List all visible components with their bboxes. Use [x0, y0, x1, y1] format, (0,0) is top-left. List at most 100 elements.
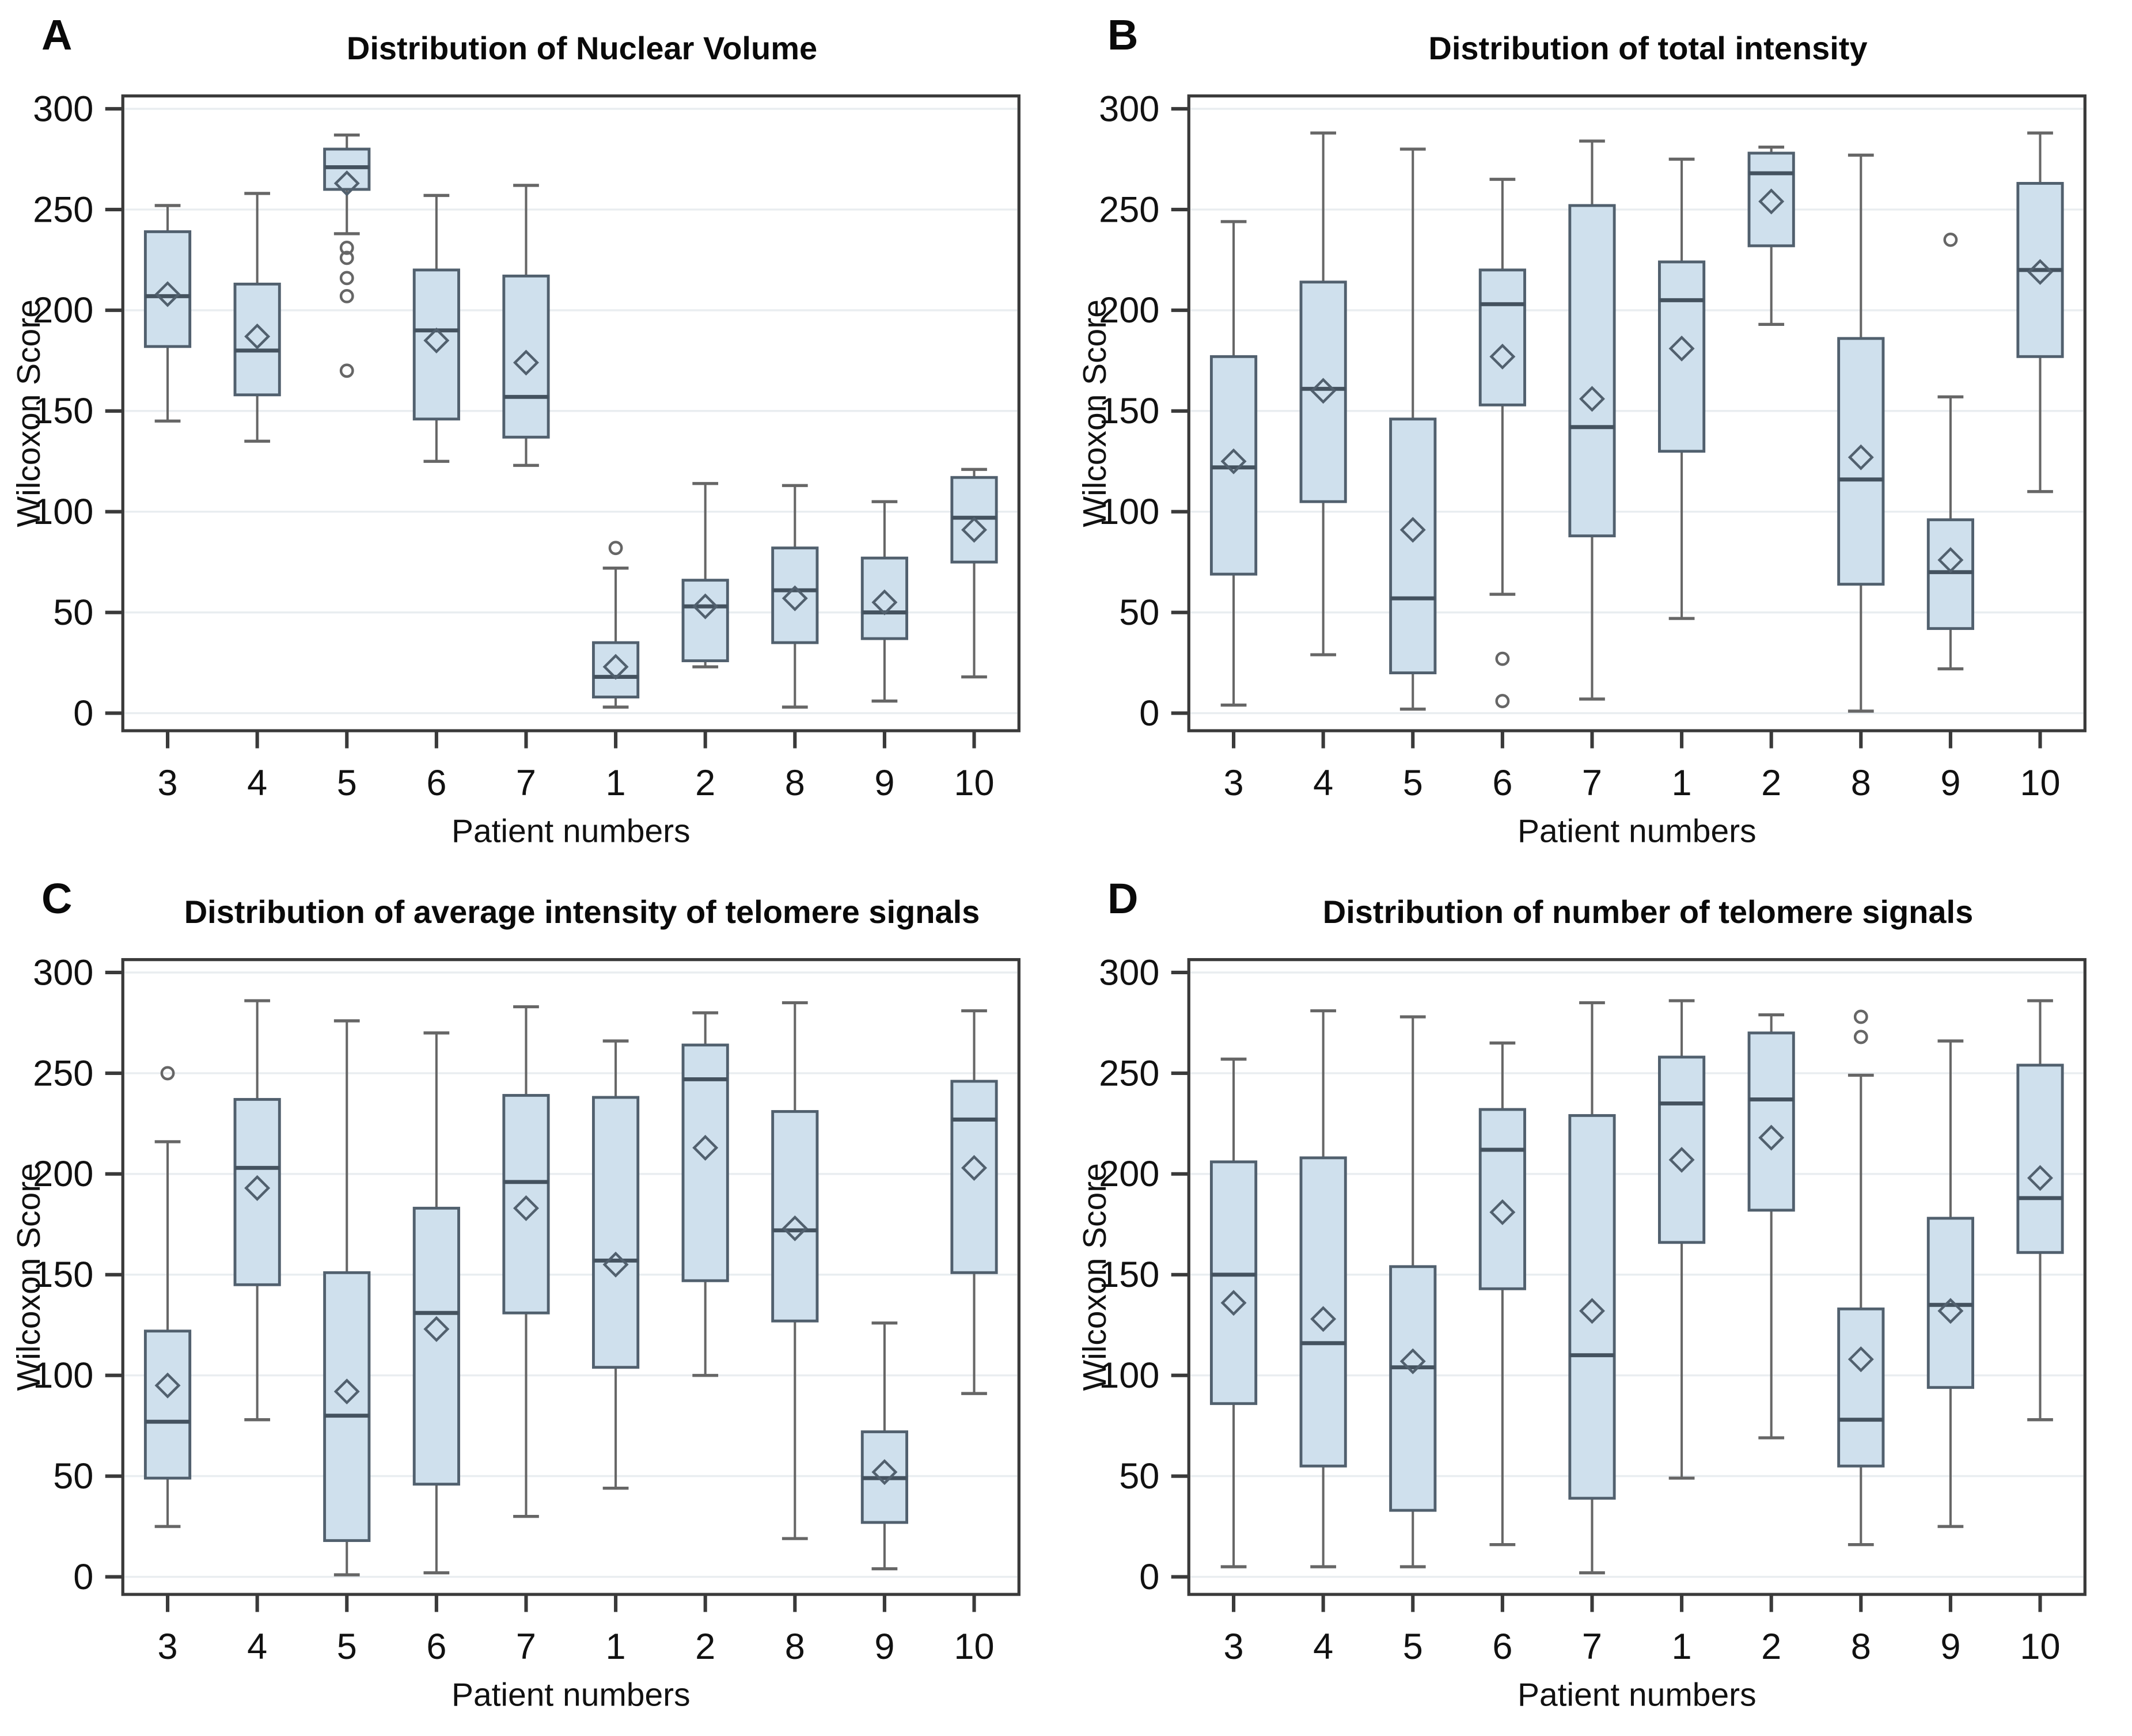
outlier-point — [339, 240, 354, 255]
x-tick-label: 8 — [785, 763, 805, 803]
box-rect — [143, 230, 192, 348]
y-tick-label: 150 — [1099, 1255, 1159, 1295]
mean-diamond-marker — [333, 170, 360, 196]
mean-diamond-marker — [1399, 516, 1426, 543]
y-tick-label: 300 — [1099, 89, 1159, 129]
panel-d-header: D Distribution of number of telomere sig… — [1078, 871, 2120, 939]
mean-diamond-marker — [513, 350, 539, 376]
mean-diamond-marker — [782, 1215, 808, 1241]
y-tick-label: 100 — [1099, 1355, 1159, 1396]
y-tick-label: 200 — [1099, 1154, 1159, 1194]
x-tick-label: 5 — [337, 1627, 357, 1667]
x-tick-label: 5 — [337, 763, 357, 803]
box-rect — [502, 274, 550, 439]
mean-diamond-marker — [1668, 335, 1695, 362]
y-tick-label: 50 — [53, 592, 93, 633]
panel-b-header: B Distribution of total intensity — [1078, 7, 2120, 75]
y-tick-label: 50 — [1119, 592, 1159, 633]
box-rect — [1389, 417, 1437, 675]
outlier-point — [1495, 694, 1510, 708]
mean-diamond-marker — [602, 1251, 629, 1278]
box-rect — [323, 1271, 371, 1543]
mean-diamond-marker — [961, 516, 987, 543]
x-tick-label: 1 — [606, 1627, 626, 1667]
y-tick-label: 150 — [33, 391, 93, 431]
x-tick-label: 9 — [874, 1627, 894, 1667]
box-rect — [2016, 1063, 2064, 1254]
box-rect — [412, 1206, 460, 1486]
box-rect — [1837, 1307, 1885, 1468]
mean-diamond-marker — [1758, 1125, 1785, 1151]
mean-diamond-marker — [692, 1134, 719, 1161]
y-tick-label: 0 — [1139, 1557, 1159, 1597]
x-tick-label: 7 — [1582, 1627, 1602, 1667]
boxplot-svg-b: 0 50 100 150 200 250 300 3 4 5 6 7 1 2 8 9 10 Patient num… — [1078, 89, 2087, 849]
panel-c-label: C — [41, 875, 73, 922]
x-tick-label: 10 — [954, 763, 994, 803]
y-tick-label: 200 — [33, 290, 93, 331]
box-rect — [1209, 1160, 1258, 1405]
mean-diamond-marker — [1489, 343, 1516, 370]
panel-a-label: A — [41, 11, 73, 59]
x-tick-label: 9 — [1940, 763, 1960, 803]
y-tick-label: 250 — [1099, 189, 1159, 230]
mean-diamond-marker — [961, 1154, 987, 1181]
panel-d-label: D — [1107, 875, 1139, 922]
y-axis-label: Wilcoxon Score — [12, 299, 47, 527]
y-axis-label: Wilcoxon Score — [12, 1163, 47, 1391]
y-tick-label: 0 — [73, 1557, 93, 1597]
x-tick-label: 1 — [1672, 1627, 1692, 1667]
mean-diamond-marker — [333, 1378, 360, 1405]
x-tick-label: 2 — [1761, 1627, 1781, 1667]
mean-diamond-marker — [2027, 1165, 2053, 1191]
mean-diamond-marker — [692, 593, 719, 620]
x-tick-label: 6 — [1492, 763, 1512, 803]
boxplot-panel-b: B Distribution of total intensity 0 50 100… — [1066, 0, 2132, 864]
boxplot-svg-d: 0 50 100 150 200 250 300 3 4 5 6 7 1 2 8 9 10 Patient num… — [1078, 952, 2087, 1713]
outlier-point — [339, 363, 354, 378]
x-tick-label: 6 — [426, 763, 446, 803]
y-tick-label: 150 — [33, 1255, 93, 1295]
box-rect — [502, 1093, 550, 1315]
y-tick-label: 0 — [73, 693, 93, 734]
mean-diamond-marker — [782, 585, 808, 611]
mean-diamond-marker — [423, 327, 450, 354]
x-tick-label: 9 — [874, 763, 894, 803]
mean-diamond-marker — [1848, 1346, 1874, 1373]
box-rect — [1568, 204, 1616, 538]
x-tick-label: 6 — [426, 1627, 446, 1667]
x-tick-label: 1 — [1672, 763, 1692, 803]
box-rect — [681, 579, 729, 663]
box-rect — [771, 546, 819, 644]
box-rect — [1568, 1114, 1616, 1500]
boxplot-svg-a: 0 50 100 150 200 250 300 3 4 5 6 7 1 2 8 9 10 Patient num… — [12, 89, 1021, 849]
mean-diamond-marker — [1668, 1146, 1695, 1173]
box-rect — [1299, 1156, 1347, 1468]
x-tick-label: 2 — [695, 763, 715, 803]
outlier-point — [1853, 1009, 1868, 1024]
x-tick-label: 4 — [247, 1627, 267, 1667]
y-tick-label: 200 — [33, 1154, 93, 1194]
x-tick-label: 8 — [1851, 1627, 1871, 1667]
mean-diamond-marker — [1848, 444, 1874, 470]
box-rect — [1657, 260, 1706, 453]
x-tick-label: 5 — [1403, 1627, 1423, 1667]
y-tick-label: 100 — [1099, 492, 1159, 532]
outlier-point — [339, 288, 354, 303]
y-tick-label: 50 — [53, 1456, 93, 1496]
boxplot-svg-c: 0 50 100 150 200 250 300 3 4 5 6 7 1 2 8 9 10 Patient num… — [12, 952, 1021, 1713]
mean-diamond-marker — [154, 1372, 181, 1399]
x-tick-label: 8 — [1851, 763, 1871, 803]
y-tick-label: 250 — [1099, 1053, 1159, 1093]
mean-diamond-marker — [423, 1316, 450, 1342]
box-rect — [950, 476, 998, 564]
box-rect — [1209, 355, 1258, 576]
box-rect — [591, 1096, 640, 1369]
y-tick-label: 250 — [33, 189, 93, 230]
outlier-point — [160, 1066, 175, 1081]
x-tick-label: 4 — [1313, 1627, 1333, 1667]
mean-diamond-marker — [2027, 259, 2053, 285]
x-tick-label: 8 — [785, 1627, 805, 1667]
mean-diamond-marker — [871, 589, 898, 616]
